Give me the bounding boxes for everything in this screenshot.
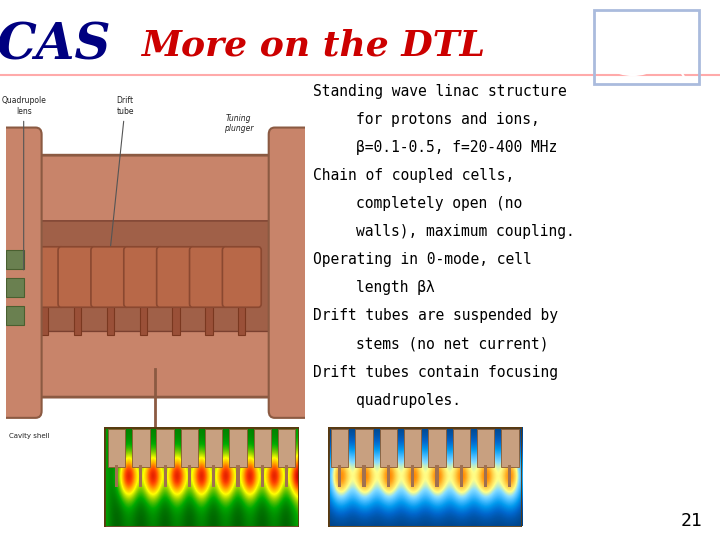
Bar (205, 280, 212, 335)
Bar (508, 464, 511, 487)
Text: Post coupler: Post coupler (140, 433, 183, 438)
Text: Cavity shell: Cavity shell (9, 433, 50, 438)
Text: quadrupoles.: quadrupoles. (356, 393, 462, 408)
Bar (362, 464, 366, 487)
Text: Drift tubes contain focusing: Drift tubes contain focusing (313, 364, 558, 380)
Text: β=0.1-0.5, f=20-400 MHz: β=0.1-0.5, f=20-400 MHz (356, 140, 558, 155)
Bar (238, 280, 246, 335)
Bar (139, 464, 143, 487)
Text: Standing wave linac structure: Standing wave linac structure (313, 84, 567, 99)
FancyBboxPatch shape (269, 127, 310, 418)
Bar (459, 464, 463, 487)
Bar (501, 429, 518, 467)
Text: stems (no net current): stems (no net current) (356, 336, 549, 352)
Text: More on the DTL: More on the DTL (141, 29, 485, 63)
Bar (173, 280, 180, 335)
Text: for protons and ions,: for protons and ions, (356, 112, 540, 127)
Bar (355, 429, 373, 467)
FancyBboxPatch shape (3, 155, 307, 397)
Text: 21: 21 (680, 512, 702, 530)
Bar (132, 429, 150, 467)
FancyBboxPatch shape (222, 247, 261, 307)
Bar (212, 464, 215, 487)
Bar (452, 429, 470, 467)
Bar (163, 464, 167, 487)
Bar (338, 464, 341, 487)
Bar (6, 278, 24, 297)
Text: E-field: E-field (174, 514, 230, 526)
Bar (387, 464, 390, 487)
Bar (253, 429, 271, 467)
FancyBboxPatch shape (58, 247, 97, 307)
Bar (411, 464, 414, 487)
Bar (261, 464, 264, 487)
Bar (278, 429, 295, 467)
FancyBboxPatch shape (124, 247, 163, 307)
Bar (205, 429, 222, 467)
Bar (181, 429, 198, 467)
Text: Operating in 0-mode, cell: Operating in 0-mode, cell (313, 252, 532, 267)
Bar (331, 429, 348, 467)
Bar (428, 429, 446, 467)
Text: Drift tubes are suspended by: Drift tubes are suspended by (313, 308, 558, 323)
Bar (6, 306, 24, 325)
FancyBboxPatch shape (25, 247, 64, 307)
Text: Chain of coupled cells,: Chain of coupled cells, (313, 168, 515, 183)
Bar (229, 429, 247, 467)
Bar (236, 464, 240, 487)
Text: CAS: CAS (0, 22, 112, 70)
Bar (107, 280, 114, 335)
Bar (74, 280, 81, 335)
Text: CERN: CERN (633, 33, 670, 46)
Text: walls), maximum coupling.: walls), maximum coupling. (356, 224, 575, 239)
FancyBboxPatch shape (91, 247, 130, 307)
Bar (156, 429, 174, 467)
Bar (188, 464, 191, 487)
Bar (436, 464, 438, 487)
Bar (484, 464, 487, 487)
Bar (404, 429, 421, 467)
Bar (6, 250, 24, 269)
Bar (285, 464, 288, 487)
Text: B-field: B-field (397, 514, 453, 526)
Bar (41, 280, 48, 335)
Text: completely open (no: completely open (no (356, 196, 523, 211)
Bar (379, 429, 397, 467)
Bar (108, 429, 125, 467)
FancyBboxPatch shape (12, 221, 299, 332)
Text: Drift
tube: Drift tube (111, 96, 134, 246)
FancyBboxPatch shape (189, 247, 228, 307)
Text: Tuning
plunger: Tuning plunger (224, 114, 253, 133)
FancyBboxPatch shape (0, 127, 42, 418)
Bar (115, 464, 118, 487)
FancyBboxPatch shape (157, 247, 196, 307)
Text: length βλ: length βλ (356, 280, 435, 295)
Bar (140, 280, 147, 335)
Bar (477, 429, 495, 467)
Text: Quadrupole
lens: Quadrupole lens (1, 96, 46, 270)
